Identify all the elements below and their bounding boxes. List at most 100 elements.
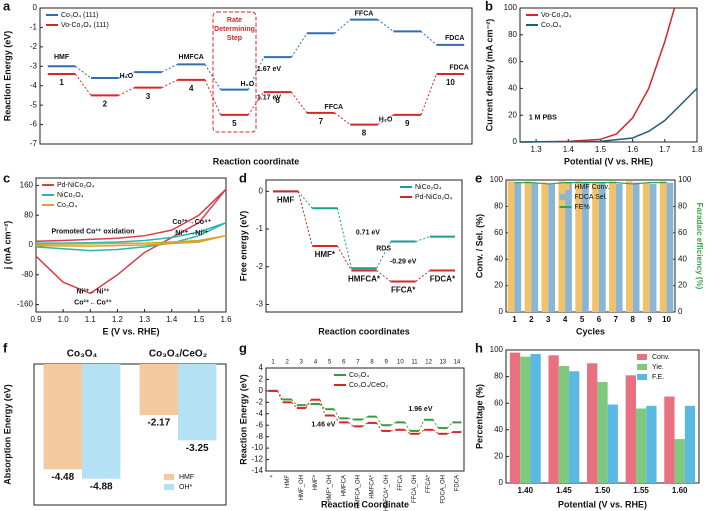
step-label: 6 bbox=[275, 96, 280, 105]
step-label: 8 bbox=[362, 129, 367, 138]
x-tick-label: FFCA_OH bbox=[412, 475, 418, 503]
connector bbox=[432, 429, 439, 435]
connector bbox=[404, 422, 411, 432]
x-tick-label: FDCA_OH bbox=[440, 475, 446, 504]
step-label: HMFCA* bbox=[348, 275, 381, 284]
connector bbox=[420, 30, 437, 46]
bar bbox=[598, 182, 606, 312]
x-tick-label: 1.40 bbox=[518, 486, 534, 495]
step-number: 14 bbox=[454, 360, 461, 366]
legend-label: FDCA Sel. bbox=[575, 194, 608, 201]
line bbox=[514, 182, 667, 185]
y-tick-label: 0 bbox=[259, 186, 264, 195]
bar bbox=[575, 181, 583, 312]
panel-label: a bbox=[3, 0, 11, 13]
y-tick-label: 40 bbox=[508, 84, 517, 93]
bar bbox=[642, 182, 650, 312]
annotation: H₂O bbox=[241, 81, 255, 88]
connector bbox=[376, 241, 392, 269]
line bbox=[519, 87, 698, 143]
x-tick-label: 1.6 bbox=[627, 145, 639, 154]
x-tick-label: Co₃O₄/CeO₂ bbox=[149, 349, 207, 360]
bar bbox=[520, 356, 531, 483]
bar bbox=[139, 364, 178, 415]
x-tick-label: * bbox=[271, 474, 277, 477]
legend-label: HMF bbox=[179, 474, 194, 481]
y-tick-label: -160 bbox=[17, 300, 34, 309]
connector bbox=[334, 19, 351, 34]
step-number: 13 bbox=[439, 360, 446, 366]
x-tick-label: 1.6 bbox=[220, 315, 232, 324]
legend-swatch bbox=[164, 484, 174, 490]
bar bbox=[625, 181, 633, 312]
legend-label: Co₃O₄ (111) bbox=[61, 12, 98, 19]
annotation: Ni²⁺←Ni³⁺ bbox=[76, 289, 109, 296]
annotation: H₂O bbox=[379, 116, 393, 123]
annotation: FFCA bbox=[324, 104, 343, 111]
y-tick-label: -2 bbox=[256, 397, 264, 406]
x-tick-label: 8 bbox=[631, 315, 636, 324]
legend-swatch bbox=[559, 194, 570, 200]
y-axis-label: j (mA cm⁻²) bbox=[2, 221, 12, 270]
legend-label: Co₃O₄ bbox=[57, 202, 77, 209]
y-tick-label: -6 bbox=[256, 420, 264, 429]
y-tick-label: 100 bbox=[490, 345, 504, 354]
connector bbox=[161, 63, 178, 73]
connector bbox=[333, 415, 340, 423]
connector bbox=[247, 91, 265, 116]
legend-label: Vo-Co₃O₄ bbox=[541, 12, 572, 19]
x-tick-label: 1.5 bbox=[193, 315, 205, 324]
connector bbox=[390, 429, 396, 432]
connector bbox=[291, 399, 298, 406]
bar bbox=[43, 364, 82, 470]
bar bbox=[649, 183, 657, 312]
y2-tick-label: 100 bbox=[678, 175, 692, 184]
step-number: 11 bbox=[411, 360, 418, 366]
annotation: H₂O bbox=[120, 73, 134, 80]
y-tick-label: 80 bbox=[24, 210, 33, 219]
connector bbox=[377, 114, 394, 125]
connector bbox=[305, 399, 312, 409]
connector bbox=[75, 65, 92, 79]
connector bbox=[418, 419, 425, 432]
y-tick-label: 0 bbox=[29, 240, 34, 249]
bar bbox=[530, 353, 541, 483]
line bbox=[35, 188, 227, 295]
bar bbox=[541, 182, 549, 312]
annotation: 1.96 eV bbox=[408, 406, 432, 413]
step-label: 3 bbox=[146, 92, 151, 101]
rds-label: Rate Determining Step bbox=[214, 17, 255, 42]
bar bbox=[565, 182, 572, 312]
y-axis-label: Free energy (eV) bbox=[238, 211, 248, 282]
connector bbox=[118, 71, 135, 79]
bar bbox=[569, 371, 580, 483]
x-tick-label: 1.0 bbox=[58, 315, 70, 324]
annotation: HMF bbox=[54, 54, 70, 61]
y-tick-label: 4 bbox=[259, 363, 264, 372]
legend-swatch bbox=[637, 374, 647, 380]
y-tick-label: 80 bbox=[508, 30, 517, 39]
step-number: 1 bbox=[271, 360, 275, 366]
y-tick-label: 60 bbox=[494, 228, 503, 237]
legend-label: Yie. bbox=[652, 364, 664, 371]
x-tick-label: 6 bbox=[597, 315, 602, 324]
step-label: 9 bbox=[405, 119, 410, 128]
plot-frame bbox=[519, 7, 698, 143]
step-number: 8 bbox=[370, 360, 374, 366]
y-tick-label: 60 bbox=[508, 57, 517, 66]
data-label: -4.48 bbox=[51, 472, 74, 483]
x-tick-label: HMFCA bbox=[341, 475, 347, 496]
y-tick-label: -14 bbox=[251, 466, 263, 475]
legend-label: Pd-NiCo₂O₄ bbox=[415, 194, 453, 201]
legend-label: FE% bbox=[575, 204, 590, 211]
connector bbox=[319, 399, 326, 416]
y2-tick-label: 40 bbox=[678, 254, 687, 263]
x-tick-label: HMF_OH bbox=[299, 475, 305, 500]
y-tick-label: 0 bbox=[513, 137, 518, 146]
step-number: 2 bbox=[286, 360, 290, 366]
step-label: FDCA* bbox=[430, 275, 456, 284]
step-number: 5 bbox=[328, 360, 332, 366]
x-tick-label: 1.4 bbox=[563, 145, 575, 154]
y-tick-label: 20 bbox=[494, 452, 503, 461]
bar bbox=[666, 182, 674, 312]
